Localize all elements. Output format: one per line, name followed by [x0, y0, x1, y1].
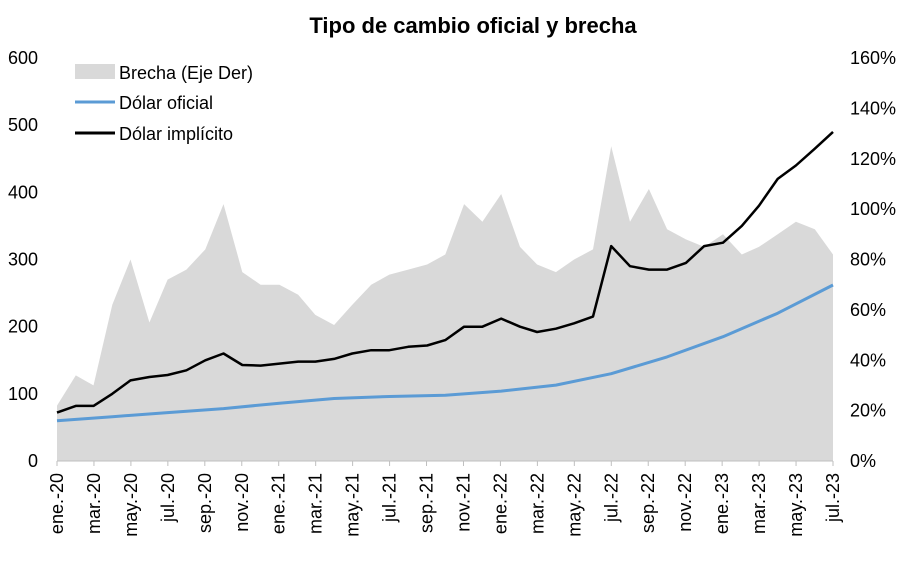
legend-label-brecha: Brecha (Eje Der): [119, 63, 253, 83]
x-tick-label: mar.-21: [306, 473, 326, 534]
legend-label-oficial: Dólar oficial: [119, 93, 213, 113]
x-tick-label: mar.-23: [749, 473, 769, 534]
left-tick-label: 600: [8, 48, 38, 68]
x-tick-label: ene.-22: [490, 473, 510, 534]
x-tick-label: jul.-20: [158, 473, 178, 523]
right-tick-label: 80%: [850, 250, 886, 270]
x-tick-label: sep.-20: [195, 473, 215, 533]
right-tick-label: 20%: [850, 401, 886, 421]
left-tick-label: 500: [8, 115, 38, 135]
dolar-implicito-line: [56, 130, 834, 414]
right-tick-label: 0%: [850, 451, 876, 471]
right-tick-label: 160%: [850, 48, 896, 68]
x-tick-label: sep.-21: [417, 473, 437, 533]
chart-title: Tipo de cambio oficial y brecha: [309, 13, 637, 38]
x-tick-label: may.-21: [343, 473, 363, 537]
x-tick-label: ene.-20: [47, 473, 67, 534]
x-tick-label: nov.-22: [675, 473, 695, 532]
left-tick-label: 0: [28, 451, 38, 471]
right-tick-label: 40%: [850, 350, 886, 370]
left-tick-label: 100: [8, 384, 38, 404]
x-tick-label: may.-22: [564, 473, 584, 537]
brecha-area: [57, 146, 833, 461]
right-tick-label: 120%: [850, 149, 896, 169]
right-tick-label: 60%: [850, 300, 886, 320]
x-tick-label: ene.-23: [712, 473, 732, 534]
left-tick-label: 400: [8, 182, 38, 202]
x-tick-label: jul.-21: [380, 473, 400, 523]
axes: 0 100 200 300 400 500 600 0% 20% 40% 60% 80% 100% 120…: [8, 48, 896, 537]
x-tick-label: sep.-22: [638, 473, 658, 533]
x-tick-label: jul.-22: [601, 473, 621, 523]
x-tick-label: nov.-21: [454, 473, 474, 532]
left-tick-label: 300: [8, 250, 38, 270]
x-tick-label: nov.-20: [232, 473, 252, 532]
x-tick-label: may.-20: [121, 473, 141, 537]
legend-label-implicito: Dólar implícito: [119, 124, 233, 144]
dolar-oficial-line: [56, 283, 834, 423]
x-tick-label: mar.-20: [84, 473, 104, 534]
left-tick-label: 200: [8, 317, 38, 337]
right-tick-label: 100%: [850, 199, 896, 219]
x-tick-label: jul.-23: [823, 473, 843, 523]
legend-swatch-brecha: [75, 64, 115, 79]
x-tick-label: mar.-22: [527, 473, 547, 534]
legend: Brecha (Eje Der) Dólar oficial Dólar implí…: [75, 63, 253, 144]
brecha-area-layer: [57, 146, 833, 461]
lines-layer: [56, 130, 834, 423]
x-tick-label: ene.-21: [269, 473, 289, 534]
x-tick-label: may.-23: [786, 473, 806, 537]
right-tick-label: 140%: [850, 98, 896, 118]
